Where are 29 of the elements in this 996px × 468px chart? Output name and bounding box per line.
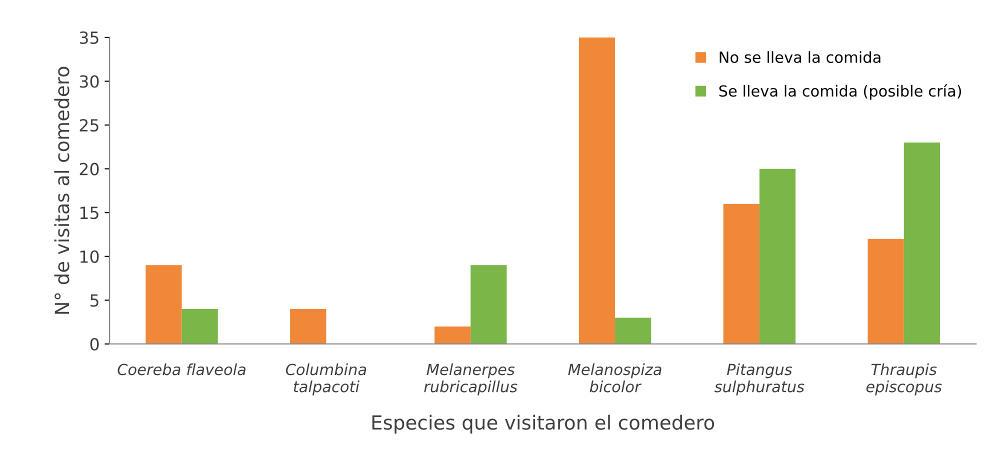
x-tick-label: Melanospiza bicolor	[568, 363, 662, 392]
x-tick-label: Coereba flaveola	[118, 363, 246, 376]
y-tick-label: 15	[80, 206, 98, 220]
bar	[146, 265, 182, 344]
bar	[578, 37, 616, 344]
x-tick-label: Thraupis episcopus	[866, 363, 942, 396]
bar	[759, 168, 796, 344]
bar	[470, 265, 507, 344]
x-tick-label: Melanerpes rubricapillus	[424, 363, 518, 396]
y-tick-label: 35	[80, 31, 98, 44]
y-axis-title: N° de visitas al comedero	[54, 66, 70, 314]
y-tick-label: 30	[80, 75, 99, 88]
bar	[615, 318, 652, 344]
legend-label: Se lleva la comida (posible cría)	[719, 84, 962, 100]
x-axis-title: Especies que visitaron el comedero	[372, 414, 714, 434]
bar	[434, 326, 471, 344]
bar	[182, 308, 218, 344]
y-tick-label: 5	[90, 294, 98, 307]
bar	[723, 204, 760, 344]
y-tick-label: 10	[80, 250, 99, 263]
bar	[868, 238, 904, 344]
x-tick-label: Pitangus sulphuratus	[714, 363, 804, 396]
bar	[290, 308, 326, 344]
y-tick-label: 25	[80, 118, 98, 132]
bar	[904, 142, 940, 344]
y-tick-label: 0	[90, 338, 99, 351]
x-tick-label: Columbina talpacoti	[286, 363, 366, 396]
y-tick-label: 20	[80, 162, 99, 176]
legend-label: No se lleva la comida	[720, 51, 880, 64]
